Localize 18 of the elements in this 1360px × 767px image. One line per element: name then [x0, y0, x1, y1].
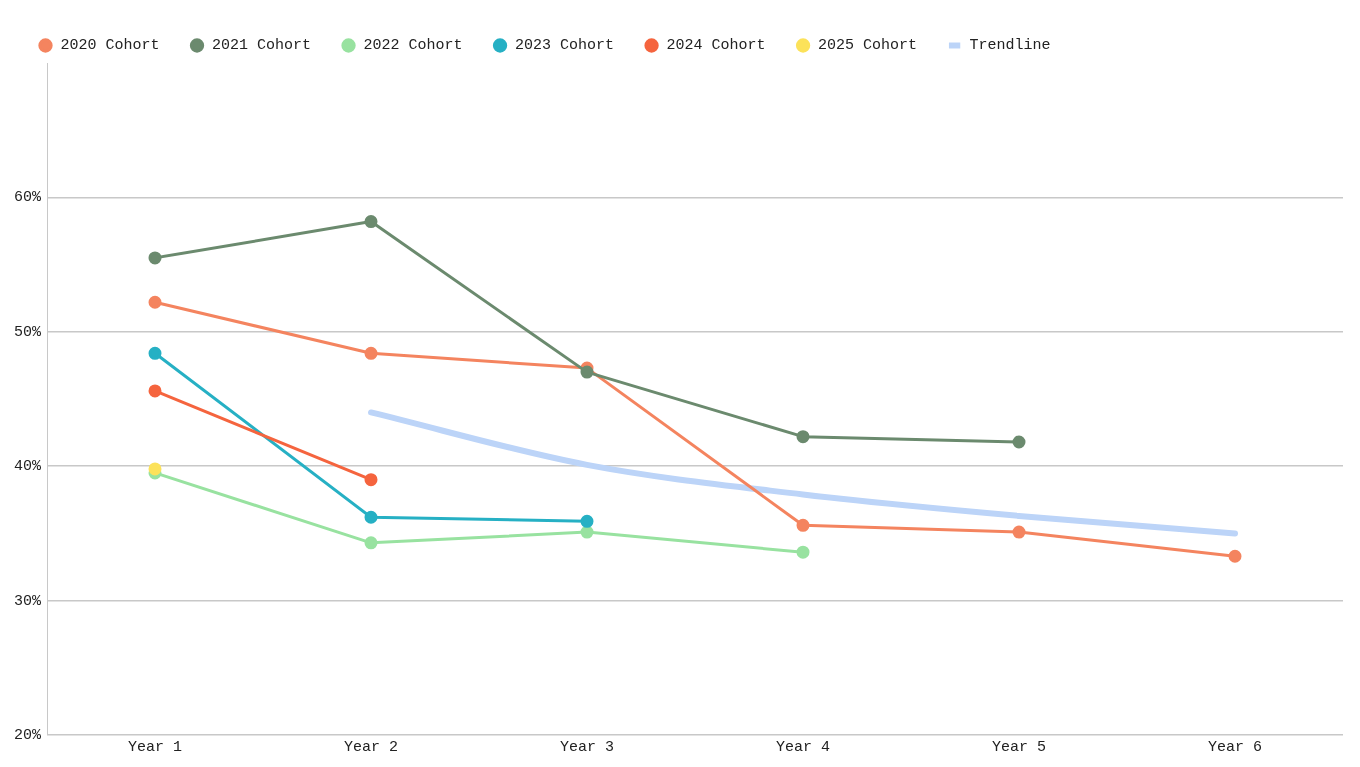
legend-label: 2024 Cohort	[666, 37, 766, 55]
legend-label: 2025 Cohort	[818, 37, 918, 55]
y-tick-label: 20%	[13, 726, 42, 744]
y-tick-label: 50%	[13, 323, 42, 341]
x-tick-label: Year 2	[344, 738, 399, 756]
x-tick-label: Year 1	[128, 738, 183, 756]
y-tick-label: 60%	[13, 189, 42, 207]
x-tick-label: Year 6	[1207, 738, 1263, 756]
legend-label: 2023 Cohort	[515, 37, 615, 55]
x-tick-label: Year 5	[991, 738, 1047, 756]
legend-label: Trendline	[969, 37, 1051, 55]
legend-label: 2020 Cohort	[60, 37, 160, 55]
y-tick-label: 40%	[13, 458, 42, 476]
legend-label: 2022 Cohort	[363, 37, 463, 55]
x-tick-label: Year 3	[559, 738, 615, 756]
x-tick-label: Year 4	[775, 738, 831, 756]
y-tick-label: 30%	[13, 592, 42, 610]
legend-label: 2021 Cohort	[212, 37, 312, 55]
